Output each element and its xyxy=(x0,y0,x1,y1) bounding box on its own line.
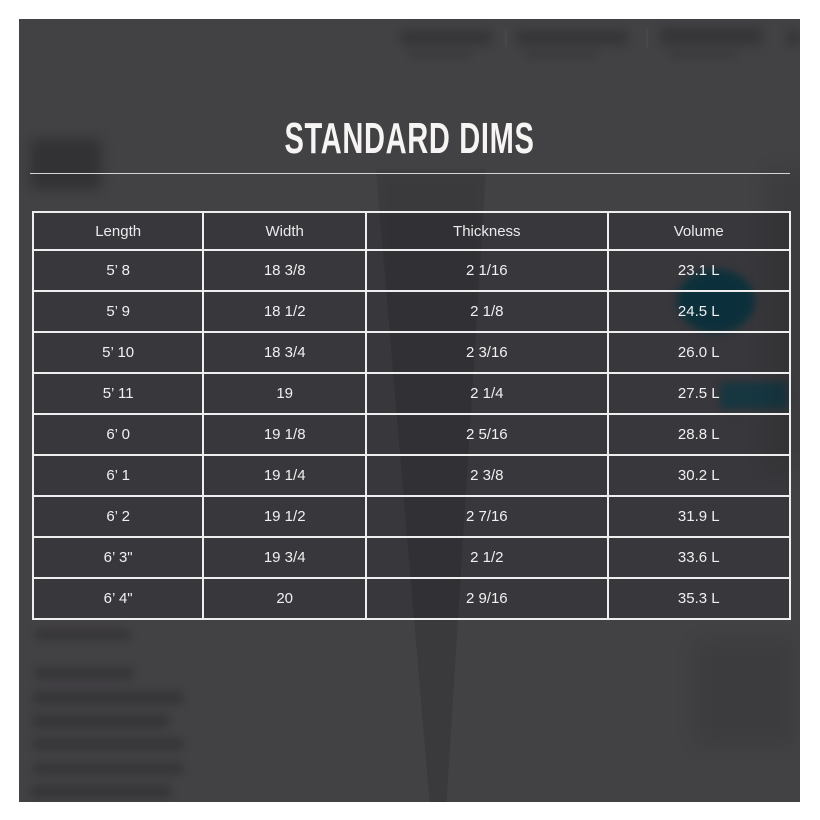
blurred-nav-item xyxy=(400,30,492,45)
cell-width: 18 3/4 xyxy=(202,331,368,374)
header-width: Width xyxy=(202,211,368,251)
cell-width: 19 3/4 xyxy=(202,536,368,579)
title-divider xyxy=(30,173,790,174)
header-volume: Volume xyxy=(606,211,792,251)
header-thickness: Thickness xyxy=(365,211,609,251)
table-row: 6’ 1 19 1/4 2 3/8 30.2 L xyxy=(31,454,792,497)
dims-overlay: STANDARD DIMS Length Width Thickness Vol… xyxy=(19,19,800,802)
blurred-nav-item xyxy=(787,30,800,45)
cell-length: 5’ 9 xyxy=(31,290,205,333)
table-header-row: Length Width Thickness Volume xyxy=(31,211,792,251)
cell-thickness: 2 5/16 xyxy=(365,413,609,456)
blurred-nav-item xyxy=(660,27,762,45)
cell-width: 18 1/2 xyxy=(202,290,368,333)
cell-width: 19 xyxy=(202,372,368,415)
cell-length: 6’ 2 xyxy=(31,495,205,538)
blurred-nav-item xyxy=(516,30,628,45)
table-row: 6’ 3" 19 3/4 2 1/2 33.6 L xyxy=(31,536,792,579)
table-row: 6’ 2 19 1/2 2 7/16 31.9 L xyxy=(31,495,792,538)
table-row: 5’ 8 18 3/8 2 1/16 23.1 L xyxy=(31,249,792,292)
blurred-text-line xyxy=(35,667,133,679)
cell-length: 6’ 3" xyxy=(31,536,205,579)
blurred-nav-subtext xyxy=(526,50,596,58)
cell-width: 18 3/8 xyxy=(202,249,368,292)
cell-volume: 28.8 L xyxy=(606,413,792,456)
cell-thickness: 2 1/16 xyxy=(365,249,609,292)
cell-thickness: 2 7/16 xyxy=(365,495,609,538)
header-length: Length xyxy=(31,211,205,251)
overlay-title: STANDARD DIMS xyxy=(284,114,535,163)
cell-thickness: 2 1/4 xyxy=(365,372,609,415)
cell-length: 5’ 8 xyxy=(31,249,205,292)
blurred-nav-subtext xyxy=(410,50,470,58)
cell-volume: 24.5 L xyxy=(606,290,792,333)
cell-width: 19 1/8 xyxy=(202,413,368,456)
cell-width: 20 xyxy=(202,577,368,620)
blurred-photo-blob xyxy=(695,640,795,745)
cell-volume: 30.2 L xyxy=(606,454,792,497)
table-row: 5’ 10 18 3/4 2 3/16 26.0 L xyxy=(31,331,792,374)
cell-volume: 26.0 L xyxy=(606,331,792,374)
blurred-text-line xyxy=(31,785,171,798)
blurred-text-blob xyxy=(31,139,101,189)
cell-thickness: 2 9/16 xyxy=(365,577,609,620)
cell-volume: 27.5 L xyxy=(606,372,792,415)
cell-length: 6’ 4" xyxy=(31,577,205,620)
blurred-text-line xyxy=(33,738,183,750)
cell-width: 19 1/4 xyxy=(202,454,368,497)
cell-length: 5’ 10 xyxy=(31,331,205,374)
table-row: 5’ 9 18 1/2 2 1/8 24.5 L xyxy=(31,290,792,333)
cell-thickness: 2 1/8 xyxy=(365,290,609,333)
blurred-text-line xyxy=(33,691,183,704)
cell-volume: 31.9 L xyxy=(606,495,792,538)
cell-length: 5’ 11 xyxy=(31,372,205,415)
cell-thickness: 2 3/16 xyxy=(365,331,609,374)
cell-width: 19 1/2 xyxy=(202,495,368,538)
cell-volume: 35.3 L xyxy=(606,577,792,620)
table-row: 6’ 0 19 1/8 2 5/16 28.8 L xyxy=(31,413,792,456)
blurred-text-line xyxy=(33,714,169,728)
cell-thickness: 2 3/8 xyxy=(365,454,609,497)
table-row: 6’ 4" 20 2 9/16 35.3 L xyxy=(31,577,792,620)
blurred-text-line xyxy=(35,629,130,640)
dims-table: Length Width Thickness Volume 5’ 8 18 3/… xyxy=(31,211,792,620)
cell-volume: 33.6 L xyxy=(606,536,792,579)
nav-divider xyxy=(646,29,648,47)
table-row: 5’ 11 19 2 1/4 27.5 L xyxy=(31,372,792,415)
cell-length: 6’ 0 xyxy=(31,413,205,456)
blurred-nav-subtext xyxy=(670,50,736,58)
cell-volume: 23.1 L xyxy=(606,249,792,292)
nav-divider xyxy=(505,29,507,47)
cell-length: 6’ 1 xyxy=(31,454,205,497)
cell-thickness: 2 1/2 xyxy=(365,536,609,579)
blurred-text-line xyxy=(33,763,183,774)
